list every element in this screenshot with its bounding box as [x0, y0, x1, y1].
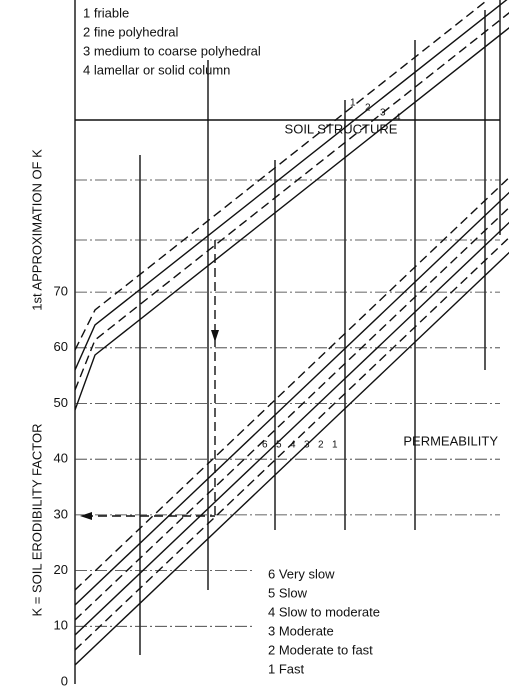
structure-legend-item: 2 fine polyhedral [83, 24, 179, 39]
structure-line [75, 0, 489, 351]
nomograph-lines [75, 0, 509, 666]
permeability-line-label: 1 [332, 440, 338, 451]
permeability-line-label: 5 [276, 440, 282, 451]
permeability-line [75, 206, 509, 621]
structure-line-label: 4 [395, 113, 401, 124]
structure-line [75, 0, 508, 371]
structure-line-label: 3 [380, 108, 386, 119]
upper-axis-label: 1st APPROXIMATION OF K [29, 149, 44, 311]
permeability-line [75, 251, 509, 666]
permeability-line [75, 221, 509, 636]
axis-tick-label: 10 [54, 618, 68, 633]
structure-title: SOIL STRUCTURE [285, 121, 398, 136]
permeability-line-label: 6 [262, 440, 268, 451]
permeability-line-label: 3 [304, 440, 310, 451]
frame [74, 0, 501, 684]
permeability-line [75, 176, 509, 591]
structure-legend-item: 1 friable [83, 5, 129, 20]
permeability-legend-item: 2 Moderate to fast [268, 642, 373, 657]
permeability-title: PERMEABILITY [403, 433, 498, 448]
axis-tick-label: 60 [54, 339, 68, 354]
permeability-legend-item: 4 Slow to moderate [268, 604, 380, 619]
axis-tick-label: 20 [54, 562, 68, 577]
structure-line-label: 2 [365, 103, 371, 114]
permeability-legend-item: 6 Very slow [268, 566, 335, 581]
structure-line [75, 27, 509, 411]
axis-tick-label: 70 [54, 284, 68, 299]
structure-line-label: 1 [350, 98, 356, 109]
permeability-legend-item: 1 Fast [268, 661, 305, 676]
structure-legend-item: 4 lamellar or solid column [83, 62, 230, 77]
axis-tick-label: 30 [54, 506, 68, 521]
permeability-line [75, 236, 509, 651]
permeability-line-label: 4 [290, 440, 296, 451]
permeability-line [75, 191, 509, 606]
construction-path [80, 240, 219, 520]
structure-line [75, 12, 509, 391]
legend-bg [255, 530, 500, 680]
permeability-legend-item: 5 Slow [268, 585, 308, 600]
structure-legend-item: 3 medium to coarse polyhedral [83, 43, 261, 58]
permeability-legend-item: 3 Moderate [268, 623, 334, 638]
axis-tick-label: 40 [54, 451, 68, 466]
axis-tick-label: 50 [54, 395, 68, 410]
axis-tick-label: 0 [61, 673, 68, 686]
permeability-line-label: 2 [318, 440, 324, 451]
lower-axis-label: K = SOIL ERODIBILITY FACTOR [29, 423, 44, 616]
